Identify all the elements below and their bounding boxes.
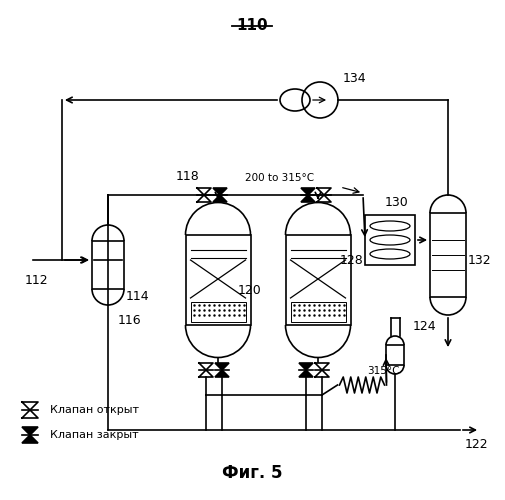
- Text: Клапан открыт: Клапан открыт: [50, 405, 139, 415]
- Text: 124: 124: [413, 320, 437, 334]
- Polygon shape: [215, 363, 229, 370]
- Bar: [365, 215, 415, 265]
- Text: 134: 134: [343, 72, 367, 85]
- Text: 110: 110: [236, 18, 268, 33]
- Bar: [386, 345, 404, 365]
- Text: 114: 114: [126, 290, 149, 304]
- Polygon shape: [299, 363, 313, 370]
- Bar: [285, 235, 350, 325]
- Text: 116: 116: [118, 314, 141, 326]
- Polygon shape: [22, 435, 38, 443]
- Text: 200 to 315°C: 200 to 315°C: [245, 173, 314, 183]
- Bar: [185, 235, 250, 325]
- Text: 132: 132: [468, 254, 492, 266]
- Polygon shape: [301, 188, 315, 195]
- Bar: [190, 302, 245, 322]
- Text: Фиг. 5: Фиг. 5: [222, 464, 282, 482]
- Text: 112: 112: [24, 274, 48, 286]
- Bar: [430, 213, 466, 297]
- Polygon shape: [301, 195, 315, 202]
- Polygon shape: [22, 427, 38, 435]
- Text: Клапан закрыт: Клапан закрыт: [50, 430, 139, 440]
- Text: 315°C: 315°C: [367, 366, 399, 376]
- Polygon shape: [215, 370, 229, 377]
- Bar: [290, 302, 345, 322]
- Text: 122: 122: [465, 438, 489, 452]
- Polygon shape: [213, 188, 227, 195]
- Polygon shape: [213, 195, 227, 202]
- Text: 120: 120: [238, 284, 262, 296]
- Text: 118: 118: [176, 170, 200, 183]
- Text: 128: 128: [340, 254, 364, 266]
- Polygon shape: [299, 370, 313, 377]
- Bar: [92, 241, 124, 289]
- Text: 130: 130: [385, 196, 409, 208]
